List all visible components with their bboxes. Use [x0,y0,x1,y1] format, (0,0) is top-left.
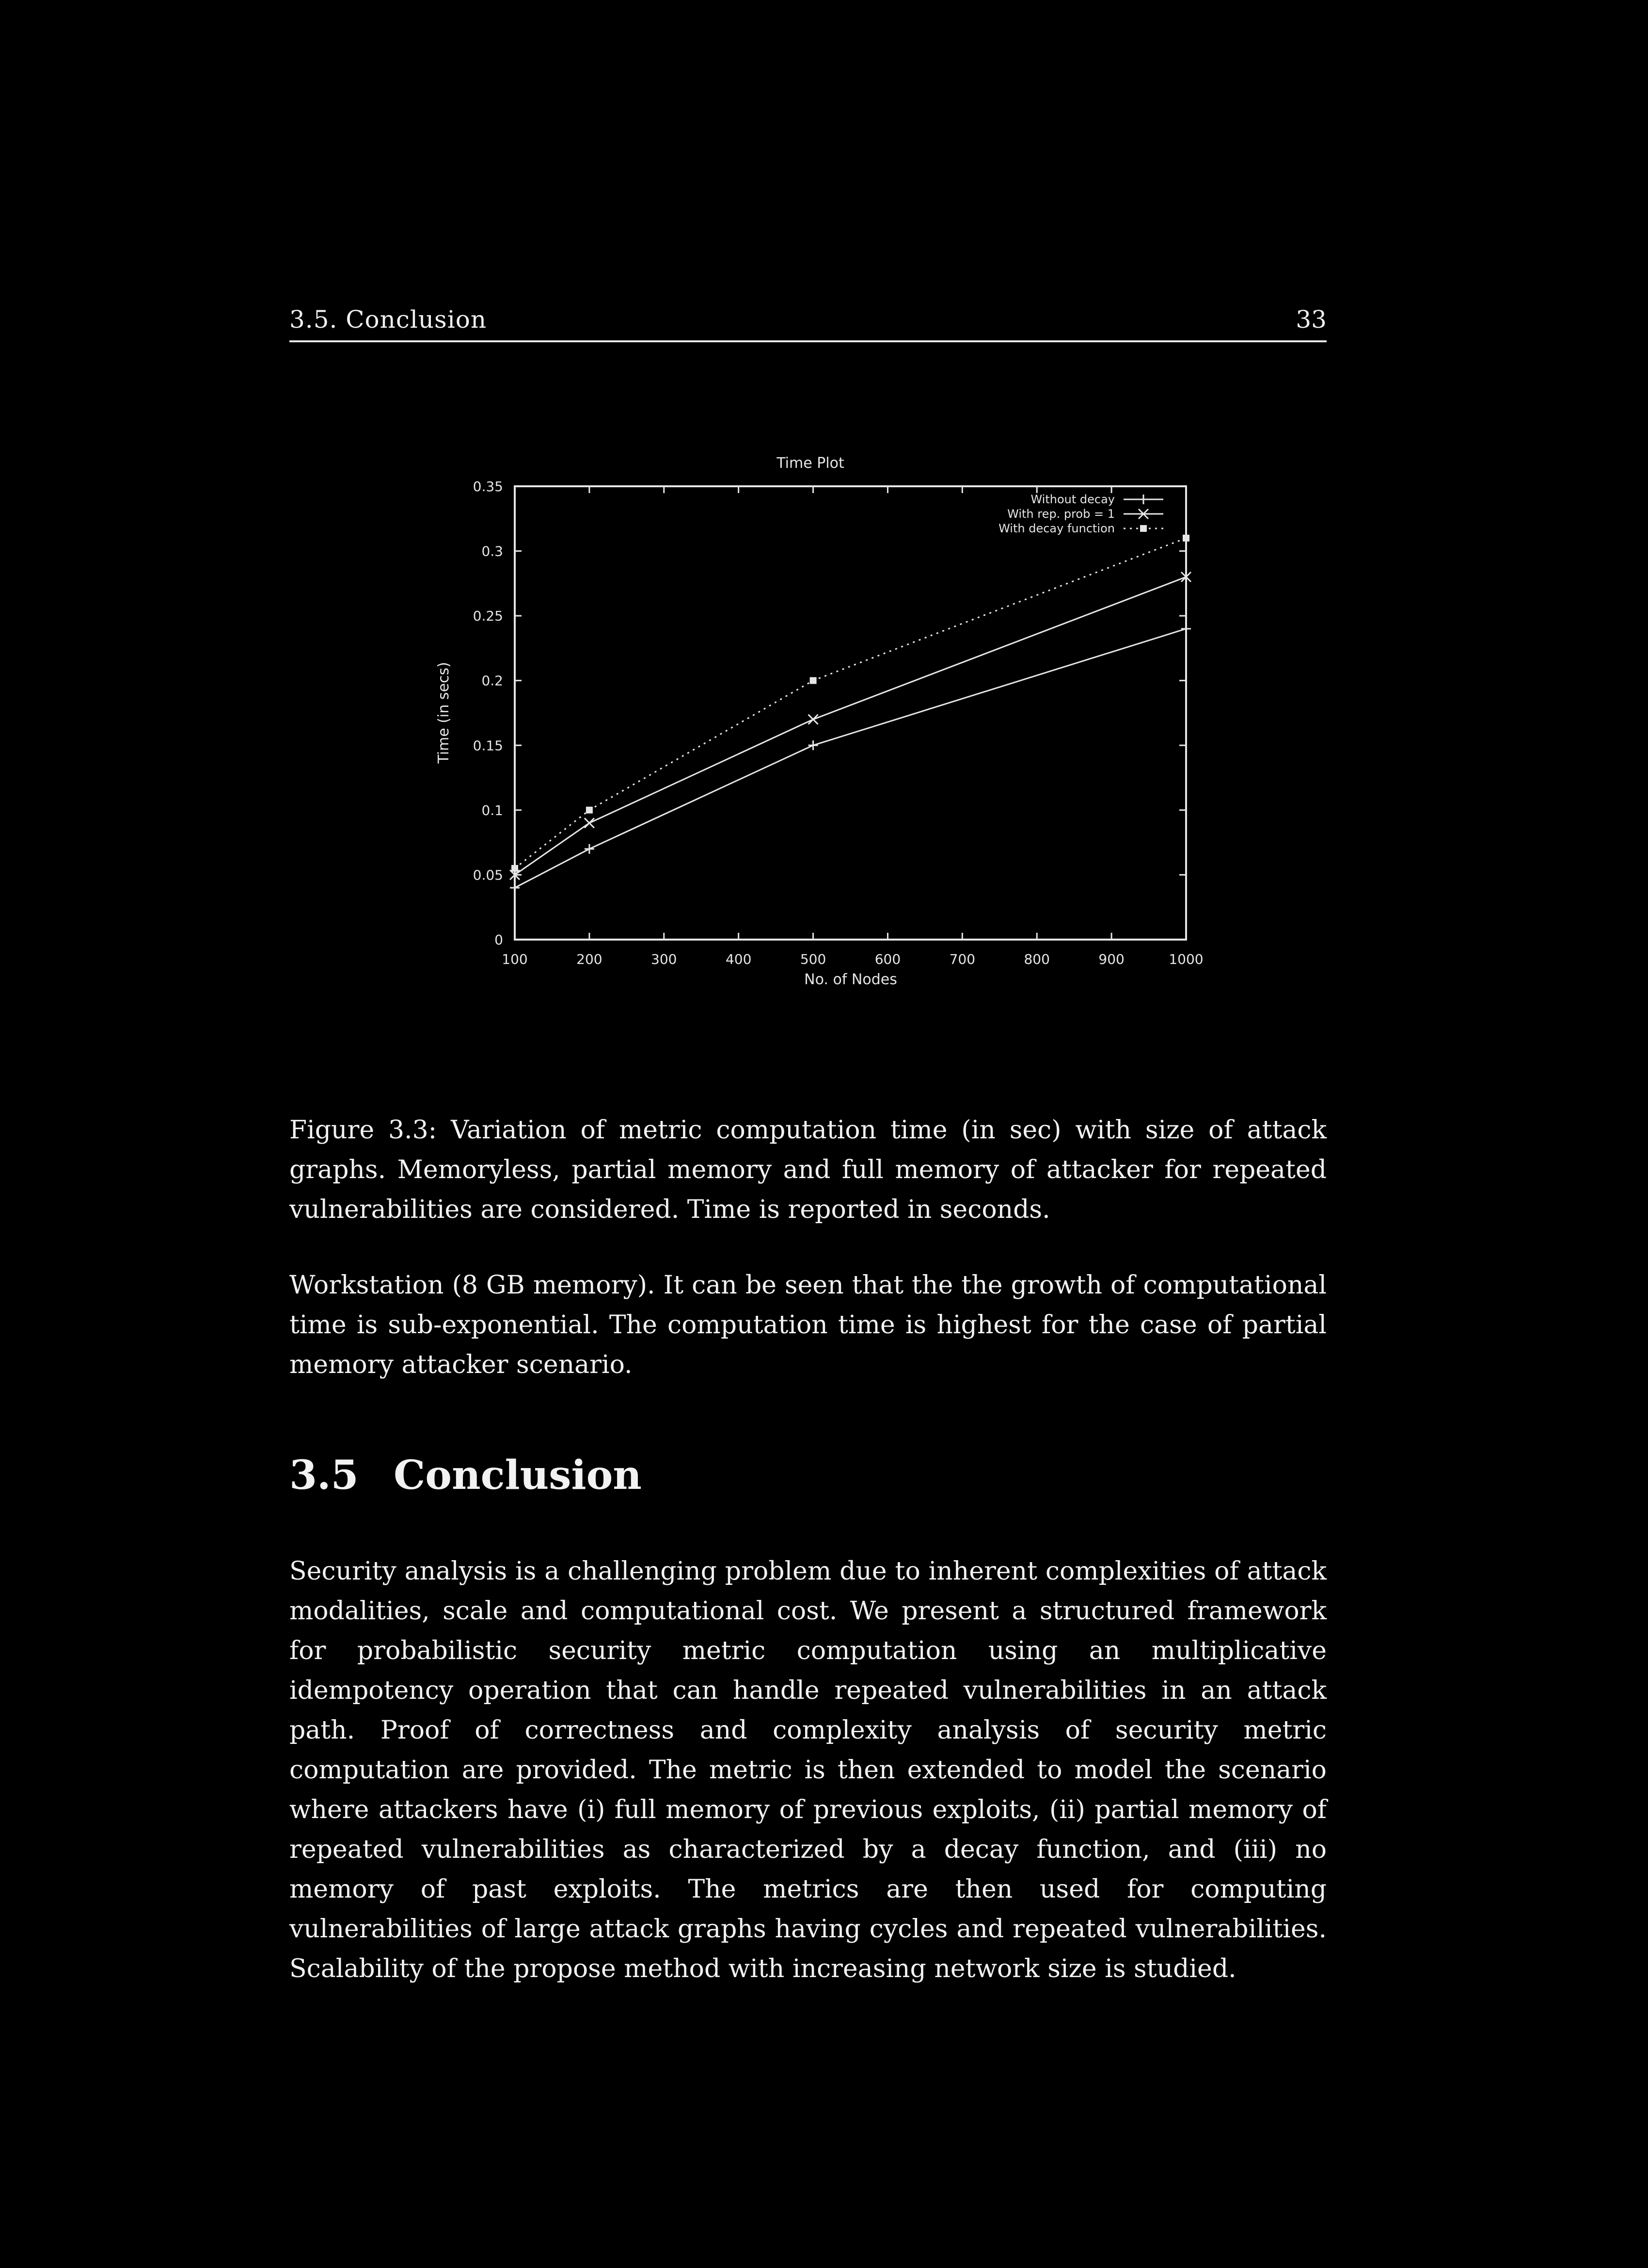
running-head-section: 3.5. Conclusion [289,305,487,334]
x-tick-label: 800 [1024,951,1049,967]
x-tick-label: 600 [875,951,901,967]
running-head: 3.5. Conclusion 33 [289,305,1327,342]
y-tick-label: 0.15 [473,737,503,753]
y-tick-label: 0.05 [473,867,503,883]
body-paragraph-1: Workstation (8 GB memory). It can be see… [289,1271,1327,1379]
y-tick-label: 0.3 [481,543,503,559]
y-tick-label: 0.35 [473,479,503,495]
data-point [511,865,518,872]
legend-marker [1138,508,1149,520]
series-1 [510,623,1191,893]
series-line [514,628,1187,889]
y-tick-label: 0 [494,932,503,948]
data-point [510,883,520,893]
y-tick-label: 0.25 [473,608,503,624]
section-title: Conclusion [394,1452,642,1499]
chart-title: Time Plot [776,455,844,472]
data-point [586,806,593,814]
section-number: 3.5 [289,1452,359,1499]
y-tick-label: 0.1 [481,802,503,818]
y-tick-label: 0.2 [481,673,503,689]
legend-marker [1139,495,1148,504]
legend-label: With rep. prob = 1 [1007,507,1115,521]
x-tick-label: 700 [950,951,975,967]
x-tick-label: 400 [726,951,751,967]
x-axis-label: No. of Nodes [804,971,897,988]
legend-marker [1140,525,1147,532]
y-axis-label: Time (in secs) [435,662,452,764]
data-point [1180,571,1192,583]
data-point [584,817,595,829]
section-heading: 3.5 Conclusion [289,1452,1327,1499]
legend-label: Without decay [1030,493,1115,506]
data-point [809,677,817,684]
x-tick-label: 300 [651,951,677,967]
plot-frame [514,485,1187,941]
body-paragraph-2: Security analysis is a challenging probl… [289,1557,1327,1983]
time-plot-chart: Time Plot No. of Nodes Time (in secs) 10… [435,455,1204,988]
legend-label: With decay function [998,522,1115,535]
figure-caption: Figure 3.3: Variation of metric computat… [289,1116,1327,1224]
axes: 100 200 300 400 500 600 700 800 900 1000 0 0.05 0.1 0… [473,479,1204,967]
page-number: 33 [1296,305,1327,334]
data-point [1183,534,1189,542]
series-2 [509,571,1192,880]
series-line [514,576,1187,876]
x-tick-label: 900 [1098,951,1124,967]
data-point [808,740,818,751]
data-point [808,714,819,725]
series-group [509,534,1192,893]
data-point [584,844,594,854]
x-tick-label: 1000 [1169,951,1203,967]
x-tick-label: 200 [576,951,602,967]
series-line [514,537,1187,869]
x-tick-label: 500 [800,951,826,967]
data-point [1181,623,1191,634]
series-3 [511,534,1189,872]
x-tick-label: 100 [502,951,527,967]
